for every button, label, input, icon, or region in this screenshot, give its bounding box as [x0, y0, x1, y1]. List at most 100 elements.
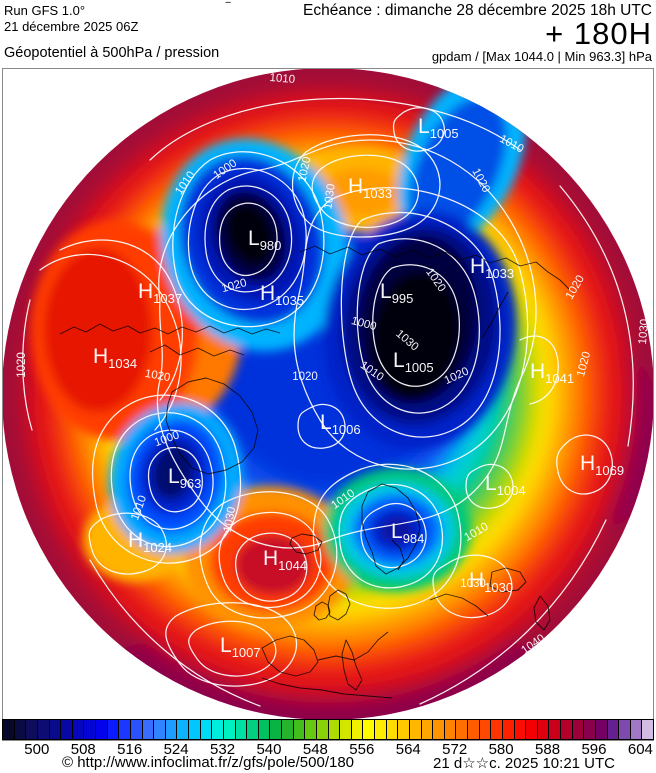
colorbar-tick: 580	[488, 741, 514, 758]
pressure-center-label: L1006	[320, 411, 361, 437]
colorbar-cell	[316, 720, 329, 739]
colorbar-cell	[293, 720, 306, 739]
generation-datetime: 21 d☆☆c. 2025 10:21 UTC	[433, 755, 615, 772]
contour-value-label: 1010	[26, 176, 49, 204]
colorbar-tick: 588	[535, 741, 561, 758]
colorbar-tick: 572	[442, 741, 468, 758]
colorbar-cell	[107, 720, 120, 739]
contour-value-label: 1030	[222, 506, 238, 533]
colorbar-cell	[351, 720, 364, 739]
contour-value-label: 1020	[297, 156, 314, 184]
contour-value-label: 1030	[460, 578, 486, 590]
pressure-center-label: H1024	[128, 529, 172, 555]
colorbar	[2, 719, 654, 740]
pressure-center-label: H1034	[93, 345, 137, 371]
pressure-center-label: L1005	[393, 349, 434, 375]
pressure-center-label: H1037	[138, 280, 182, 306]
stray-mark: ‾	[226, 0, 231, 15]
colorbar-cell	[177, 720, 189, 739]
colorbar-cell	[189, 720, 201, 739]
colorbar-cell	[421, 720, 434, 739]
colorbar-tick-labels: 500 508 516 524 532 540 548 556 564 572 580 588 596 6…	[2, 741, 654, 758]
colorbar-cell	[37, 720, 50, 739]
colorbar-cell	[212, 720, 224, 739]
colorbar-cell	[607, 720, 620, 739]
colorbar-tick: 596	[581, 741, 607, 758]
colorbar-cell	[84, 720, 96, 739]
colorbar-cell	[235, 720, 248, 739]
colorbar-cell	[526, 720, 538, 739]
pressure-center-label: L1007	[220, 634, 261, 660]
run-model-label: Run GFS 1.0°	[4, 3, 86, 18]
colorbar-tick: 548	[302, 741, 328, 758]
isobar-contours	[22, 97, 634, 707]
pressure-center-label: L984	[391, 520, 424, 546]
colorbar-cell	[305, 720, 317, 739]
colorbar-cell	[165, 720, 178, 739]
pressure-center-label: H1041	[530, 360, 574, 386]
colorbar-cell	[502, 720, 515, 739]
pressure-center-label: H1030	[469, 569, 513, 595]
colorbar-cell	[26, 720, 38, 739]
colorbar-tick: 524	[163, 741, 189, 758]
colorbar-cell	[549, 720, 561, 739]
colorbar-cell	[3, 720, 15, 739]
colorbar-cell	[130, 720, 143, 739]
units-minmax-label: gpdam / [Max 1044.0 | Min 963.3] hPa	[431, 49, 652, 64]
colorbar-cell	[328, 720, 341, 739]
colorbar-cell	[200, 720, 213, 739]
copyright-url: © http://www.infoclimat.fr/z/gfs/pole/50…	[62, 754, 355, 771]
pressure-center-label: H1035	[260, 282, 304, 308]
colorbar-tick: 564	[395, 741, 421, 758]
colorbar-tick: 500	[24, 741, 50, 758]
colorbar-cell	[642, 720, 653, 739]
pressure-center-label: L980	[248, 227, 281, 253]
pressure-center-label: H1033	[470, 255, 514, 281]
pressure-center-label: L1005	[418, 115, 459, 141]
contour-value-label: 1030	[322, 183, 337, 210]
contour-value-label: 1030	[637, 318, 651, 345]
colorbar-cell	[72, 720, 85, 739]
contour-value-label: 1020	[16, 352, 28, 378]
colorbar-cell	[514, 720, 527, 739]
colorbar-cell	[444, 720, 457, 739]
colorbar-cell	[14, 720, 27, 739]
pressure-center-label: H1044	[263, 547, 307, 573]
pressure-center-label: H1033	[348, 175, 392, 201]
colorbar-tick: 604	[627, 741, 653, 758]
contour-value-label: 1010	[269, 72, 296, 86]
colorbar-cell	[468, 720, 480, 739]
colorbar-cell	[595, 720, 608, 739]
contour-value-label: 1020	[144, 368, 171, 384]
colorbar-cell	[49, 720, 62, 739]
geopotential-fill-features	[31, 73, 526, 630]
colorbar-cell	[363, 720, 375, 739]
colorbar-cell	[491, 720, 503, 739]
colorbar-cell	[456, 720, 468, 739]
colorbar-cell	[142, 720, 155, 739]
colorbar-cell	[270, 720, 282, 739]
forecast-hour-label: + 180H	[545, 16, 652, 51]
colorbar-cell	[398, 720, 410, 739]
colorbar-cell	[584, 720, 596, 739]
run-date-label: 21 décembre 2025 06Z	[4, 19, 139, 34]
colorbar-tick: 556	[349, 741, 375, 758]
pressure-center-label: H1069	[580, 452, 624, 478]
colorbar-cell	[537, 720, 550, 739]
colorbar-tick: 508	[70, 741, 96, 758]
parameter-label: Géopotentiel à 500hPa / pression	[4, 45, 220, 61]
colorbar-cell	[258, 720, 271, 739]
colorbar-cell	[409, 720, 422, 739]
colorbar-tick: 540	[256, 741, 282, 758]
pressure-center-label: L963	[168, 465, 201, 491]
colorbar-tick: 532	[210, 741, 236, 758]
colorbar-cell	[375, 720, 387, 739]
colorbar-cell	[619, 720, 631, 739]
colorbar-cell	[96, 720, 108, 739]
colorbar-cell	[433, 720, 445, 739]
colorbar-cell	[61, 720, 73, 739]
colorbar-cell	[479, 720, 492, 739]
colorbar-cell	[119, 720, 131, 739]
colorbar-cell	[572, 720, 585, 739]
